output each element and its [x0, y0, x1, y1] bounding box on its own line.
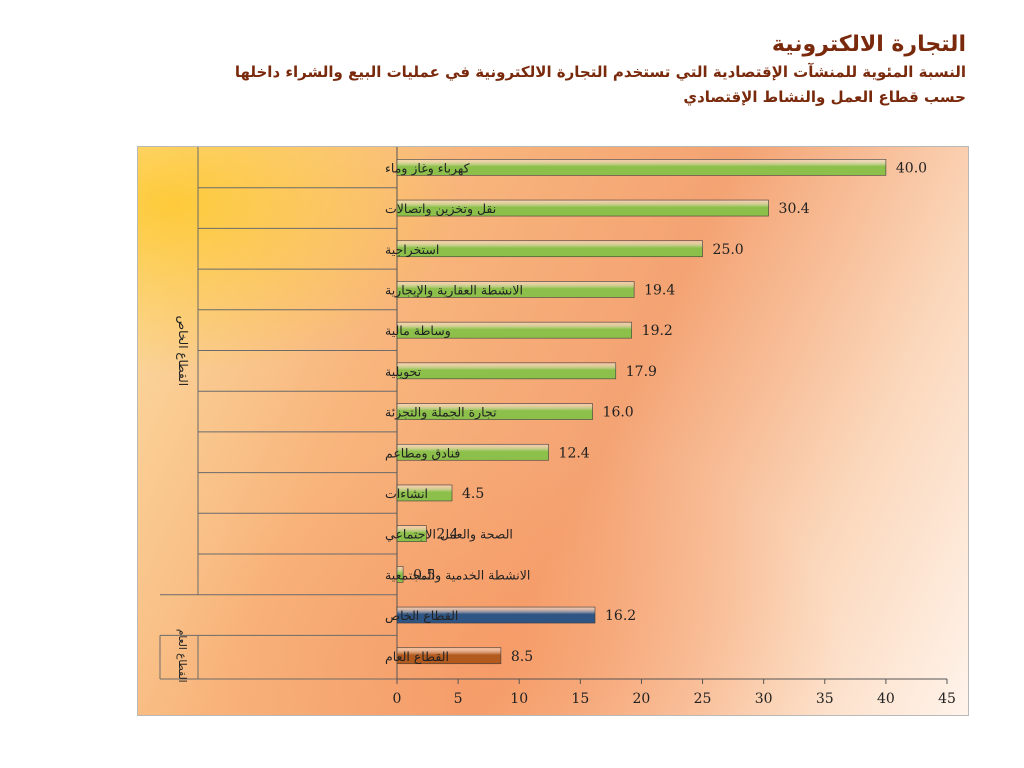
- x-tick-label: 20: [633, 691, 651, 707]
- x-tick-label: 5: [454, 691, 463, 707]
- bar: [396, 199, 769, 217]
- value-label: 8.5: [511, 649, 533, 665]
- value-label: 4.5: [462, 486, 484, 502]
- bar: [396, 362, 617, 380]
- bar-chart: 40.0 كهرباء وغاز وماء 30.4 نقل وتخزين واتصا…: [137, 146, 969, 716]
- x-tick-label: 10: [510, 691, 528, 707]
- chart-subtitle: النسبة المئوية للمنشآت الإقتصادية التي ت…: [86, 60, 966, 110]
- value-label: 40.0: [896, 160, 927, 176]
- chart-header: التجارة الالكترونية النسبة المئوية للمنش…: [86, 30, 966, 110]
- bar: [396, 321, 632, 339]
- group-label: القطاع الخاص: [176, 316, 190, 386]
- bar: [396, 566, 404, 583]
- chart-subtitle-line-1: النسبة المئوية للمنشآت الإقتصادية التي ت…: [234, 63, 966, 81]
- category-label: فنادق ومطاعم: [385, 445, 460, 461]
- bar: [396, 159, 887, 176]
- bar: [396, 525, 427, 542]
- x-tick-label: 35: [816, 691, 834, 707]
- bar: [396, 281, 635, 298]
- category-label: نقل وتخزين واتصالات: [385, 201, 496, 217]
- bar: [396, 443, 549, 461]
- value-label: 25.0: [713, 242, 744, 258]
- x-tick-label: 45: [938, 691, 956, 707]
- bar: [396, 647, 502, 665]
- value-label: 17.9: [626, 364, 657, 380]
- value-label: 2.4: [436, 527, 458, 543]
- chart-plot: 40.0 كهرباء وغاز وماء 30.4 نقل وتخزين واتصا…: [159, 147, 956, 707]
- bar: [396, 606, 596, 624]
- category-label: استخراجية: [385, 242, 439, 258]
- value-label: 16.0: [603, 405, 634, 421]
- x-tick-label: 25: [694, 691, 712, 707]
- value-label: 19.4: [644, 282, 675, 298]
- category-label: وساطة مالية: [385, 323, 451, 339]
- category-label: تجارة الجملة والتجزئة: [385, 405, 497, 421]
- category-label: تحويلية: [385, 364, 422, 380]
- category-label: الصحة والعمل الاجتماعي: [385, 527, 513, 543]
- category-label: كهرباء وغاز وماء: [385, 160, 471, 176]
- category-label: انشاءات: [385, 486, 428, 501]
- chart-title: التجارة الالكترونية: [771, 32, 966, 57]
- value-label: 19.2: [642, 323, 673, 339]
- value-label: 16.2: [605, 608, 636, 624]
- value-label: 0.5: [413, 567, 435, 583]
- category-label: الانشطة العقارية والإيجارية: [385, 282, 523, 298]
- category-label: القطاع العام: [385, 649, 449, 665]
- chart-subtitle-line-2: حسب قطاع العمل والنشاط الإقتصادي: [683, 88, 966, 106]
- value-label: 30.4: [779, 201, 810, 217]
- category-label: الانشطة الخدمية والمجتمعية: [385, 567, 530, 583]
- group-label: القطاع العام: [176, 629, 188, 683]
- bar: [396, 484, 453, 502]
- bar: [396, 240, 703, 258]
- x-tick-label: 40: [877, 691, 895, 707]
- x-tick-label: 0: [393, 691, 402, 707]
- x-tick-label: 30: [755, 691, 773, 707]
- x-tick-label: 15: [571, 691, 589, 707]
- category-label: القطاع الخاص: [385, 608, 458, 624]
- value-label: 12.4: [559, 445, 590, 461]
- bar: [396, 403, 593, 420]
